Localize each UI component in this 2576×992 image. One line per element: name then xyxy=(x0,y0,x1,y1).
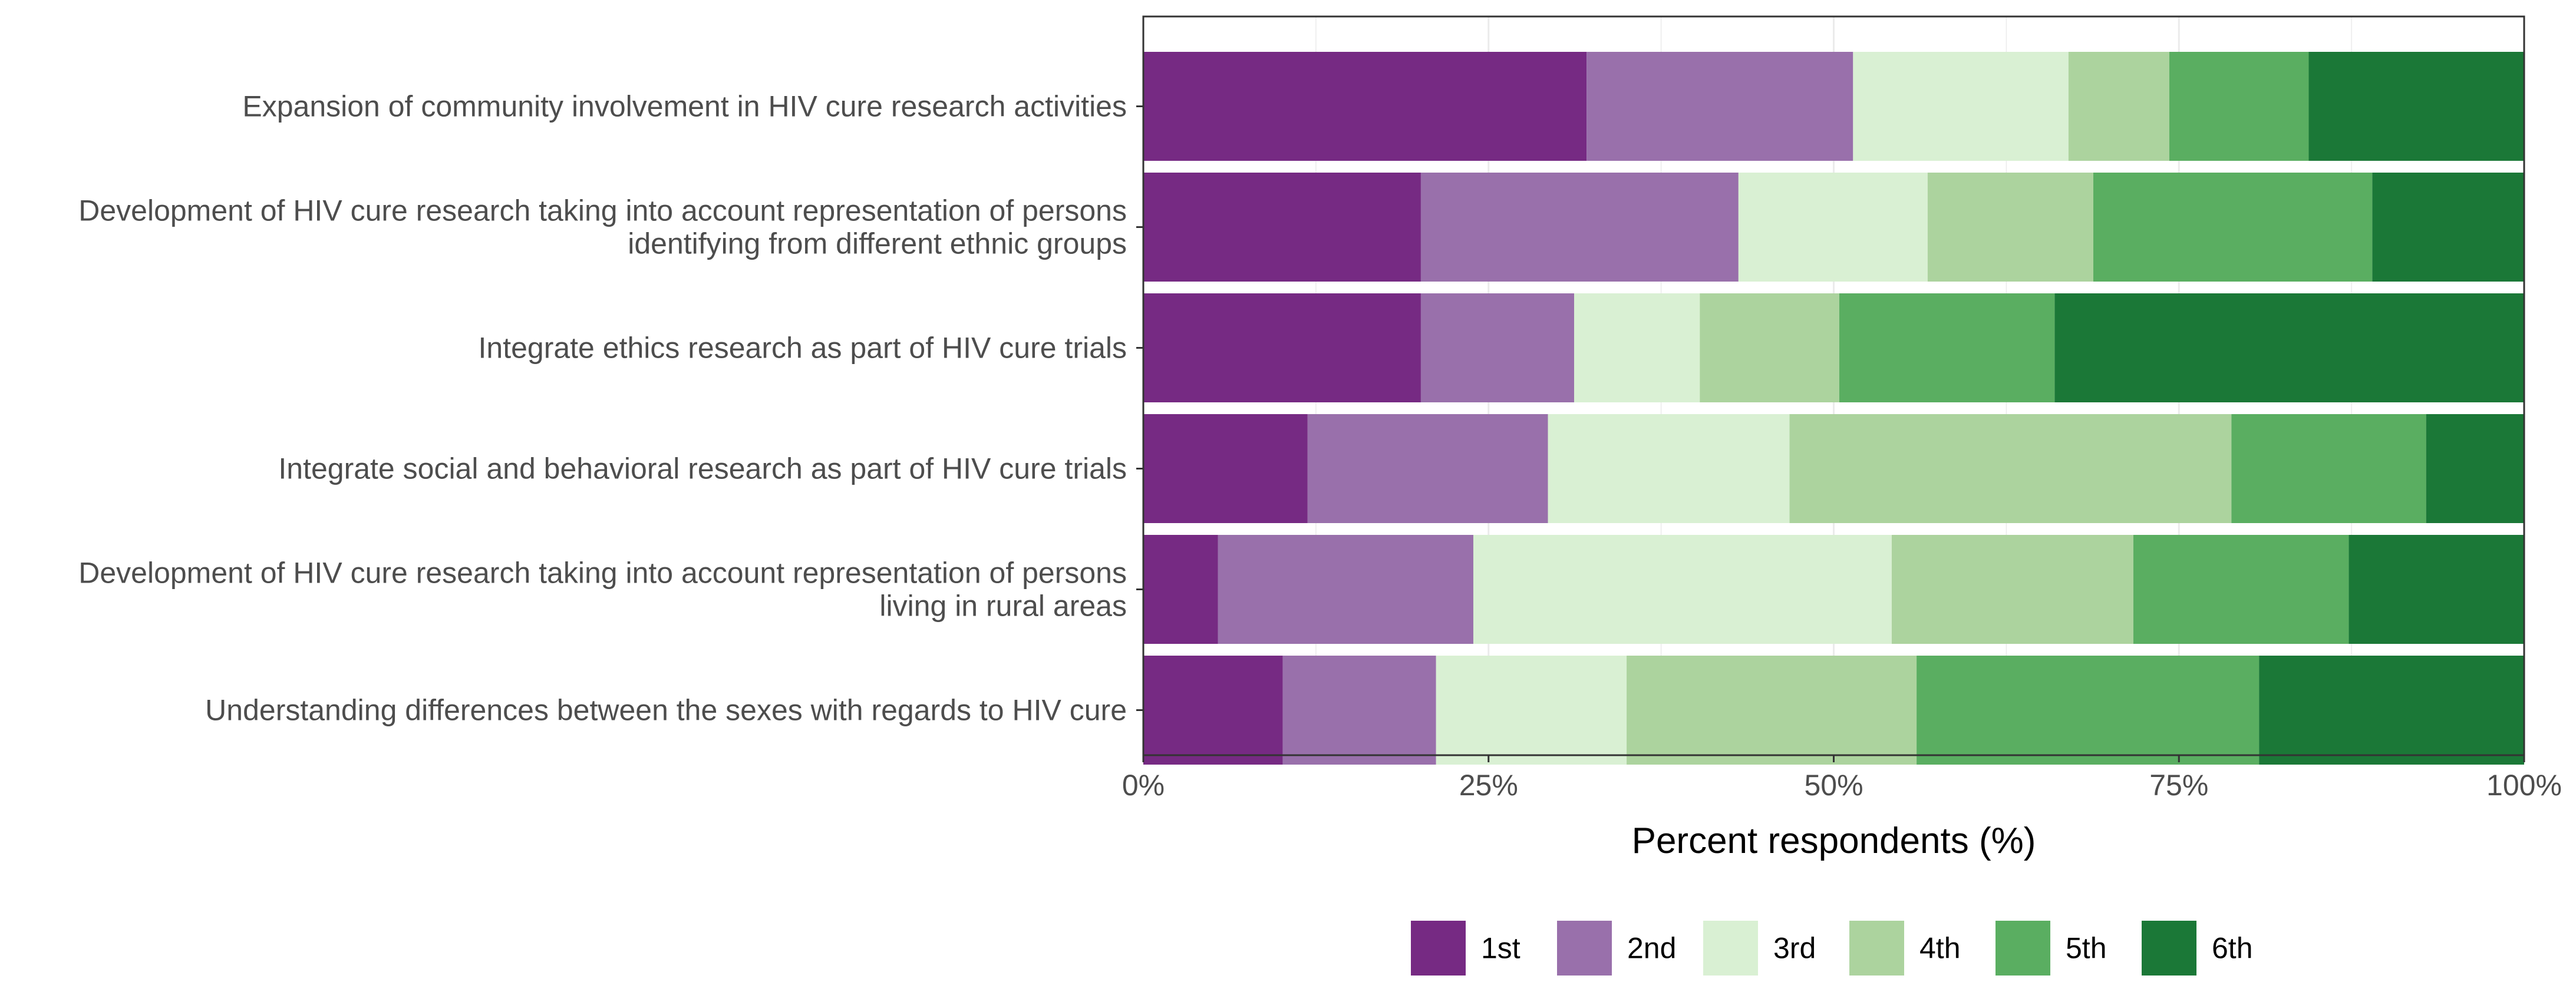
bar-6-3rd xyxy=(1436,656,1627,765)
legend-label: 4th xyxy=(1919,932,1961,965)
bar-1-4th xyxy=(2068,52,2169,161)
legend-label: 3rd xyxy=(1773,932,1816,965)
bar-6-4th xyxy=(1627,656,1917,765)
bar-1-5th xyxy=(2169,52,2309,161)
bar-3-4th xyxy=(1700,293,1839,402)
legend-key xyxy=(1703,921,1758,976)
bar-5-5th xyxy=(2133,535,2349,644)
bar-6-5th xyxy=(1917,656,2260,765)
bar-2-1st xyxy=(1143,173,1421,282)
bar-6-6th xyxy=(2259,656,2524,765)
legend-key xyxy=(1849,921,1904,976)
legend: 1st 2nd 3rd 4th 5th 6th xyxy=(1411,921,2253,976)
legend-key xyxy=(1411,921,1466,976)
bar-1-1st xyxy=(1143,52,1587,161)
x-tick-label: 50% xyxy=(1804,769,1863,802)
bar-6-1st xyxy=(1143,656,1283,765)
category-label: Integrate social and behavioral research… xyxy=(278,452,1127,485)
bar-5-1st xyxy=(1143,535,1218,644)
legend-item-1st: 1st xyxy=(1411,921,1520,976)
category-labels: Expansion of community involvement in HI… xyxy=(78,90,1143,727)
bar-1-6th xyxy=(2308,52,2524,161)
bar-5-3rd xyxy=(1473,535,1892,644)
bar-2-2nd xyxy=(1420,173,1739,282)
bar-3-6th xyxy=(2054,293,2524,402)
x-tick-label: 25% xyxy=(1459,769,1518,802)
bar-1-2nd xyxy=(1587,52,1853,161)
x-tick-label: 0% xyxy=(1122,769,1165,802)
bar-2-5th xyxy=(2093,173,2373,282)
legend-item-4th: 4th xyxy=(1849,921,1961,976)
legend-label: 2nd xyxy=(1627,932,1676,965)
legend-label: 1st xyxy=(1481,932,1520,965)
legend-item-6th: 6th xyxy=(2142,921,2253,976)
legend-key xyxy=(2142,921,2196,976)
x-axis-ticks: 0% 25% 50% 75% 100% xyxy=(1122,755,2562,802)
bar-3-5th xyxy=(1839,293,2055,402)
bar-4-3rd xyxy=(1548,414,1790,523)
bar-1-3rd xyxy=(1853,52,2069,161)
legend-key xyxy=(1996,921,2050,976)
bar-5-6th xyxy=(2349,535,2524,644)
bar-3-3rd xyxy=(1574,293,1700,402)
bar-5-2nd xyxy=(1218,535,1473,644)
legend-item-5th: 5th xyxy=(1996,921,2107,976)
bars xyxy=(1143,52,2524,765)
legend-item-3rd: 3rd xyxy=(1703,921,1816,976)
bar-4-6th xyxy=(2426,414,2524,523)
category-label: identifying from different ethnic groups xyxy=(628,227,1127,260)
legend-label: 5th xyxy=(2066,932,2107,965)
bar-6-2nd xyxy=(1282,656,1436,765)
category-label: Understanding differences between the se… xyxy=(205,694,1127,727)
category-label: Expansion of community involvement in HI… xyxy=(242,90,1127,123)
bar-4-2nd xyxy=(1307,414,1548,523)
legend-label: 6th xyxy=(2212,932,2253,965)
category-label: Development of HIV cure research taking … xyxy=(78,194,1127,227)
bar-4-5th xyxy=(2231,414,2426,523)
category-label: Integrate ethics research as part of HIV… xyxy=(479,332,1127,365)
x-axis-title: Percent respondents (%) xyxy=(1632,821,2036,861)
bar-5-4th xyxy=(1891,535,2133,644)
bar-3-2nd xyxy=(1420,293,1575,402)
x-tick-label: 75% xyxy=(2149,769,2208,802)
bar-2-3rd xyxy=(1738,173,1928,282)
bar-2-6th xyxy=(2372,173,2524,282)
legend-key xyxy=(1557,921,1612,976)
bar-2-4th xyxy=(1927,173,2093,282)
bar-4-1st xyxy=(1143,414,1308,523)
x-tick-label: 100% xyxy=(2486,769,2562,802)
legend-item-2nd: 2nd xyxy=(1557,921,1676,976)
category-label: Development of HIV cure research taking … xyxy=(78,557,1127,590)
bar-4-4th xyxy=(1789,414,2232,523)
bar-3-1st xyxy=(1143,293,1421,402)
category-label: living in rural areas xyxy=(879,590,1127,623)
